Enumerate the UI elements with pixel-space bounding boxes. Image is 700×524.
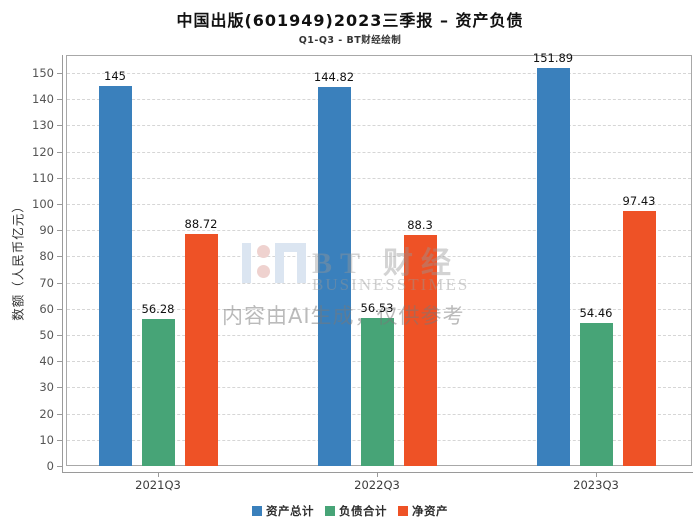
bar: [98, 86, 132, 466]
legend-item: 资产总计: [252, 503, 314, 519]
y-axis-tick: [57, 125, 62, 127]
y-axis-tick: [57, 466, 62, 467]
gridline: [67, 308, 691, 310]
y-axis-tick: [57, 413, 62, 415]
bar: [317, 86, 351, 466]
bar-value-label: 145: [104, 69, 126, 84]
bar: [536, 68, 570, 466]
bar-value-label: 88.3: [407, 217, 433, 232]
legend-label: 净资产: [412, 504, 448, 518]
y-axis-tick-label: 150: [32, 66, 54, 80]
y-axis-tick: [57, 99, 62, 101]
y-axis-tick-label: 50: [39, 328, 54, 342]
y-axis-tick: [57, 230, 62, 232]
y-axis-tick: [57, 204, 62, 205]
gridline: [67, 230, 691, 232]
y-axis-tick-label: 90: [39, 223, 54, 238]
bar-value-label: 151.89: [532, 51, 574, 66]
legend-label: 负债合计: [339, 504, 387, 518]
x-axis-tick: [377, 472, 378, 477]
y-axis-tick-label: 30: [39, 380, 54, 395]
x-axis-tick: [158, 472, 159, 477]
bar: [141, 318, 175, 466]
y-axis-tick: [57, 387, 62, 389]
bar-value-label: 56.53: [360, 300, 394, 315]
y-axis-tick-label: 120: [32, 144, 54, 159]
gridline: [67, 177, 691, 179]
y-axis-tick-label: 70: [39, 275, 54, 290]
legend-item: 净资产: [398, 503, 448, 519]
y-axis-tick-label: 80: [39, 249, 54, 264]
gridline: [67, 204, 691, 205]
y-axis-tick-label: 60: [39, 301, 54, 316]
gridline: [67, 73, 691, 74]
y-axis-tick-label: 10: [39, 432, 54, 447]
y-axis-tick: [57, 335, 62, 336]
bar-value-label: 56.28: [141, 301, 175, 316]
y-axis-tick: [57, 439, 62, 441]
y-axis-tick-label: 40: [39, 354, 54, 369]
x-axis-category-label: 2022Q3: [354, 478, 400, 492]
legend-swatch: [325, 506, 335, 516]
y-axis-tick-label: 100: [32, 197, 54, 211]
bar-value-label: 97.43: [622, 193, 656, 208]
y-axis-tick: [57, 361, 62, 363]
y-axis-tick-label: 110: [32, 170, 54, 185]
bar: [403, 234, 437, 466]
y-axis-tick: [57, 256, 62, 258]
gridline: [67, 99, 691, 101]
bar-value-label: 88.72: [184, 216, 218, 231]
bar-value-label: 144.82: [313, 69, 355, 84]
bar: [579, 323, 613, 466]
bar-value-label: 54.46: [579, 306, 613, 321]
y-axis-tick-label: 130: [32, 118, 54, 133]
x-axis-category-label: 2021Q3: [135, 478, 181, 492]
y-axis-tick: [57, 151, 62, 153]
y-axis-tick-label: 0: [46, 459, 54, 473]
chart-subtitle: Q1-Q3 - BT财经绘制: [298, 35, 402, 46]
y-axis-tick-label: 140: [32, 92, 54, 107]
gridline: [67, 125, 691, 127]
y-axis-tick: [57, 282, 62, 284]
chart-title: 中国出版(601949)2023三季报 – 资产负债: [176, 11, 524, 30]
x-axis-category-label: 2023Q3: [573, 478, 619, 492]
x-axis-tick: [596, 472, 597, 477]
bar: [622, 210, 656, 466]
bar: [184, 233, 218, 466]
legend-swatch: [398, 506, 408, 516]
y-axis-tick: [57, 177, 62, 179]
legend: 资产总计 负债合计 净资产: [0, 503, 700, 519]
y-axis-tick: [57, 308, 62, 310]
bar: [360, 317, 394, 466]
y-axis-line: [62, 55, 63, 473]
y-axis-tick-label: 20: [39, 406, 54, 421]
gridline: [67, 282, 691, 284]
legend-label: 资产总计: [266, 504, 314, 518]
gridline: [67, 151, 691, 153]
y-axis-tick: [57, 73, 62, 74]
legend-item: 负债合计: [325, 503, 387, 519]
legend-swatch: [252, 506, 262, 516]
gridline: [67, 256, 691, 258]
